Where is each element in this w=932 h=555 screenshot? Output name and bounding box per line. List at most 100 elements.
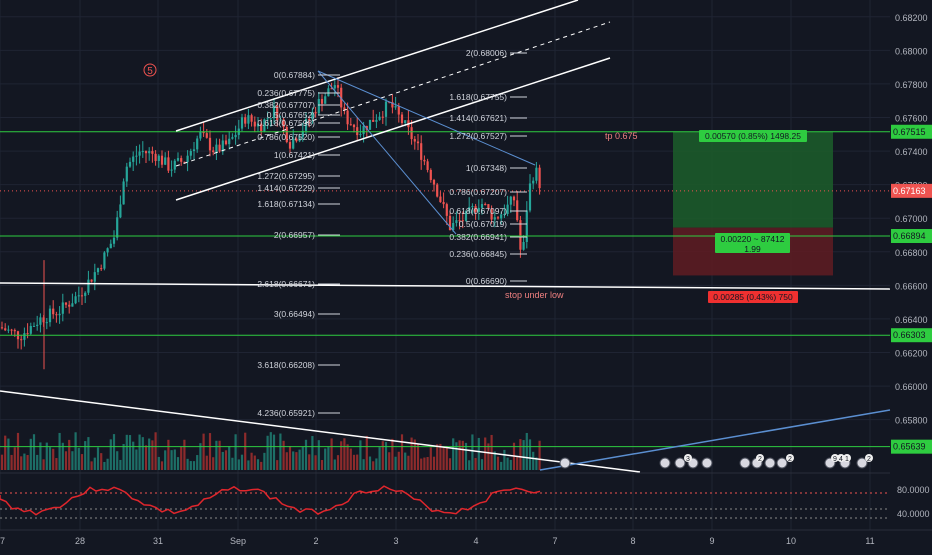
fib-leg: [317, 70, 536, 166]
candle-body: [189, 151, 192, 156]
volume-bar: [448, 458, 452, 470]
candle-body: [349, 124, 352, 126]
volume-bar: [535, 457, 538, 470]
level-price-tag: [891, 183, 932, 198]
candle-body: [448, 215, 452, 230]
candle-body: [327, 88, 330, 97]
volume-bar: [103, 461, 106, 470]
candle-body: [199, 131, 202, 139]
volume-bar: [154, 432, 157, 470]
volume-bar: [84, 441, 87, 470]
price-tick-label: 0.67000: [895, 214, 928, 224]
level-price-tag: [891, 328, 932, 343]
candle-body: [250, 115, 253, 122]
volume-bar: [36, 454, 39, 470]
time-tick-label: 28: [75, 536, 85, 546]
event-count-badge: [756, 454, 764, 462]
volume-bar: [196, 455, 199, 470]
fib-level-label: 1.618(0.67134): [257, 199, 315, 209]
volume-bar: [4, 435, 7, 470]
candle-body: [452, 222, 455, 230]
event-count-text: 4: [839, 456, 843, 463]
volume-bar: [522, 440, 525, 470]
candle-body: [500, 214, 503, 219]
time-tick-label: 11: [865, 536, 874, 546]
candle-body: [29, 326, 32, 334]
candle-body: [192, 149, 196, 152]
price-tick-label: 0.68000: [895, 46, 928, 56]
volume-bar: [404, 452, 407, 470]
candle-body: [154, 153, 157, 161]
price-axis[interactable]: 0.682000.680000.678000.676000.674000.672…: [891, 13, 932, 519]
candle-body: [362, 125, 365, 135]
candle-body: [164, 157, 167, 165]
candle-body: [135, 155, 138, 157]
volume-bar: [327, 447, 330, 470]
candle-body: [212, 150, 215, 153]
volume-bar: [234, 434, 237, 470]
drawing-tools[interactable]: [0, 0, 891, 473]
fibonacci-labels: 0(0.67884)0.236(0.67775)0.382(0.67707)0.…: [143, 48, 807, 418]
volume-bar: [480, 459, 484, 470]
level-price-tag-text: 0.65639: [893, 442, 926, 452]
candle-body: [333, 85, 336, 89]
volume-bar: [128, 435, 132, 470]
time-axis[interactable]: 27 28 31 Sep 2 3 4 7 8 9 10 11: [0, 529, 932, 546]
volume-bar: [525, 432, 528, 470]
candle-body: [138, 151, 141, 156]
volume-bar: [496, 456, 500, 470]
volume-bar: [119, 459, 122, 470]
candle-body: [0, 327, 4, 329]
support-trendline: [0, 282, 891, 290]
volume-bar: [487, 443, 490, 470]
fib-level-label: 1.414(0.67621): [449, 113, 507, 123]
candle-body: [368, 119, 372, 130]
volume-bar: [429, 447, 432, 470]
volume-bar: [528, 439, 532, 470]
volume-bar: [272, 434, 276, 470]
volume-bar: [231, 457, 234, 470]
volume-bar: [221, 451, 224, 470]
candle-body: [106, 248, 109, 253]
candle-body: [426, 161, 429, 170]
volume-bar: [39, 442, 42, 470]
candle-body: [346, 110, 349, 125]
price-tick-label: 0.67600: [895, 114, 928, 124]
target-label-box: [699, 130, 807, 142]
volume-bar: [308, 454, 311, 470]
candle-body: [378, 116, 381, 120]
volume-bar: [263, 452, 266, 470]
volume-bar: [42, 459, 45, 470]
level-price-tag: [891, 124, 932, 139]
volume-bar: [471, 434, 474, 470]
volume-bar: [244, 432, 247, 470]
volume-bar: [432, 456, 436, 470]
event-count-badge: [865, 454, 873, 462]
volume-bar: [148, 438, 151, 470]
volume-bar: [55, 458, 58, 470]
candle-body: [272, 105, 276, 119]
candle-body: [269, 118, 272, 120]
time-tick-label: 8: [630, 536, 635, 546]
fib-level-label: 0(0.67884): [274, 70, 315, 80]
candle-body: [61, 302, 64, 314]
ratio-label-box-text: 0.00220 ~ 87412: [720, 234, 784, 244]
volume-bar: [288, 446, 292, 470]
candle-body: [183, 161, 186, 163]
volume-bar: [391, 438, 394, 470]
candle-body: [74, 296, 77, 304]
volume-bar: [74, 432, 77, 470]
volume-bar: [93, 457, 96, 470]
level-price-tag-text: 0.66303: [893, 330, 926, 340]
candle-body: [109, 243, 112, 249]
volume-bar: [378, 447, 381, 470]
fib-level-label: 3(0.66494): [274, 309, 315, 319]
candle-body: [205, 133, 208, 138]
candle-body: [522, 241, 525, 250]
volume-bar: [256, 459, 260, 470]
candle-body: [116, 217, 119, 238]
volume-bar: [503, 449, 506, 470]
